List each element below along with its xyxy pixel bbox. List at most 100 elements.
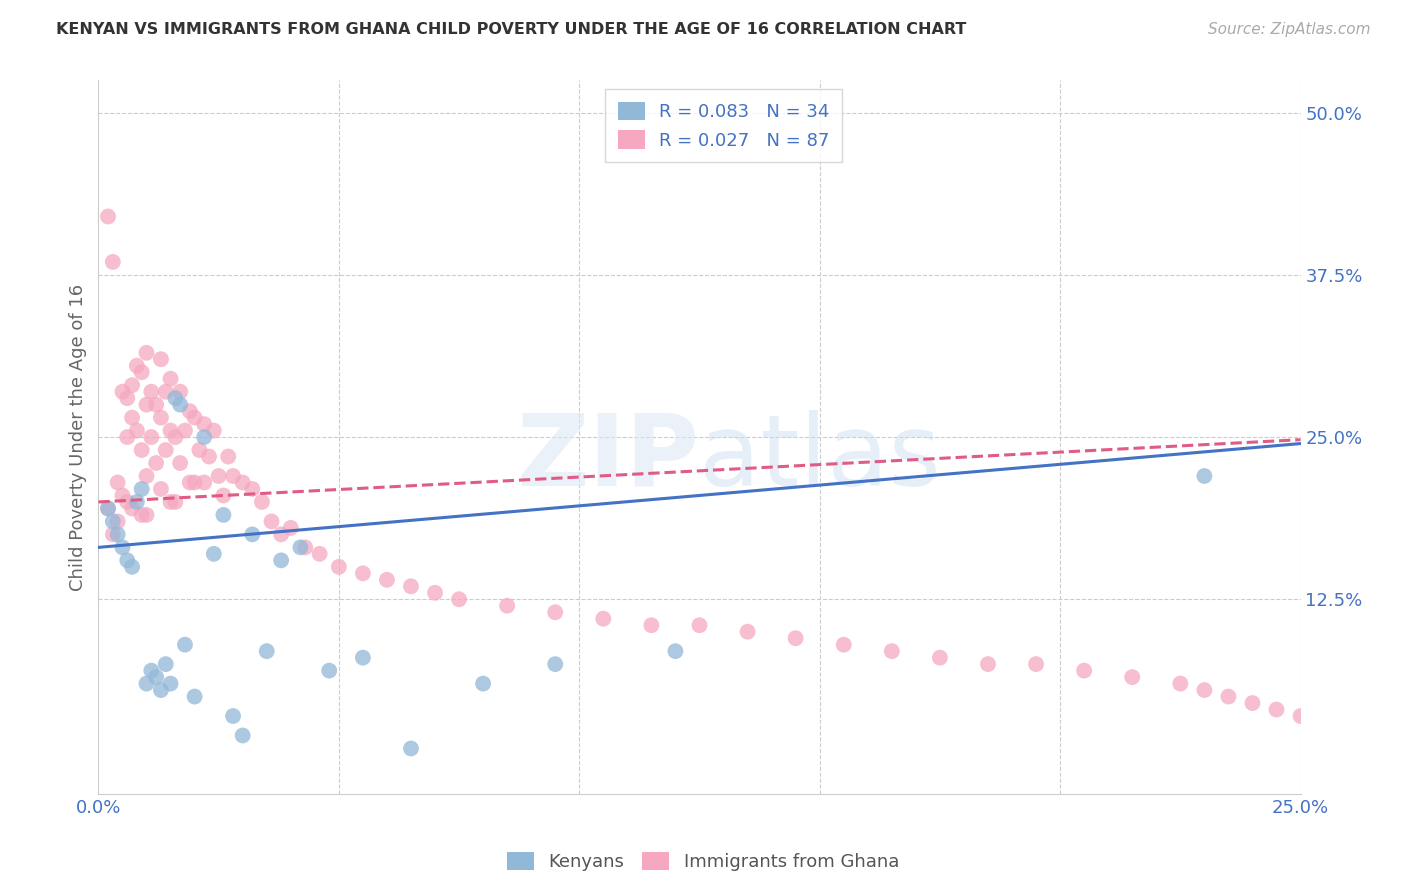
Point [399, 579, 422, 593]
Point [294, 541, 316, 555]
Point [183, 475, 205, 490]
Point [544, 605, 567, 619]
Point [131, 508, 153, 522]
Point [1218, 690, 1240, 704]
Point [664, 644, 686, 658]
Text: atlas: atlas [700, 410, 941, 507]
Point [352, 650, 374, 665]
Point [217, 450, 239, 464]
Point [155, 443, 177, 458]
Point [1170, 676, 1192, 690]
Point [423, 586, 446, 600]
Point [544, 657, 567, 672]
Point [149, 683, 172, 698]
Point [117, 553, 139, 567]
Point [107, 527, 129, 541]
Point [141, 430, 163, 444]
Point [165, 391, 187, 405]
Point [232, 475, 254, 490]
Point [183, 410, 205, 425]
Point [1194, 469, 1216, 483]
Point [149, 410, 172, 425]
Point [125, 495, 148, 509]
Point [111, 488, 134, 502]
Point [250, 495, 273, 509]
Point [352, 566, 374, 581]
Point [149, 482, 172, 496]
Point [198, 450, 221, 464]
Point [202, 547, 225, 561]
Point [1265, 702, 1288, 716]
Point [240, 482, 263, 496]
Point [328, 559, 350, 574]
Point [222, 709, 245, 723]
Point [121, 410, 143, 425]
Point [208, 469, 231, 483]
Point [97, 501, 120, 516]
Point [832, 638, 855, 652]
Point [107, 515, 129, 529]
Point [97, 210, 120, 224]
Point [169, 398, 191, 412]
Point [111, 541, 134, 555]
Point [193, 417, 215, 431]
Point [159, 676, 181, 690]
Point [101, 255, 124, 269]
Text: Source: ZipAtlas.com: Source: ZipAtlas.com [1208, 22, 1371, 37]
Point [155, 657, 177, 672]
Point [193, 475, 215, 490]
Point [117, 391, 139, 405]
Legend: R = 0.083   N = 34, R = 0.027   N = 87: R = 0.083 N = 34, R = 0.027 N = 87 [605, 89, 842, 162]
Point [169, 384, 191, 399]
Point [256, 644, 278, 658]
Point [159, 424, 181, 438]
Point [121, 501, 143, 516]
Point [179, 475, 201, 490]
Point [270, 527, 292, 541]
Point [179, 404, 201, 418]
Point [496, 599, 519, 613]
Point [290, 541, 312, 555]
Point [472, 676, 495, 690]
Point [222, 469, 245, 483]
Point [135, 398, 157, 412]
Point [1121, 670, 1143, 684]
Point [135, 469, 157, 483]
Point [169, 456, 191, 470]
Point [125, 359, 148, 373]
Point [399, 741, 422, 756]
Text: ZIP: ZIP [516, 410, 700, 507]
Point [145, 398, 167, 412]
Point [447, 592, 470, 607]
Point [165, 495, 187, 509]
Legend: Kenyans, Immigrants from Ghana: Kenyans, Immigrants from Ghana [499, 845, 907, 879]
Point [1194, 683, 1216, 698]
Point [135, 676, 157, 690]
Point [212, 508, 235, 522]
Point [308, 547, 330, 561]
Point [135, 345, 157, 359]
Point [141, 384, 163, 399]
Point [1289, 709, 1312, 723]
Point [318, 664, 340, 678]
Y-axis label: Child Poverty Under the Age of 16: Child Poverty Under the Age of 16 [69, 284, 87, 591]
Point [928, 650, 950, 665]
Point [135, 508, 157, 522]
Point [149, 352, 172, 367]
Point [174, 638, 197, 652]
Point [107, 475, 129, 490]
Point [155, 384, 177, 399]
Point [125, 424, 148, 438]
Point [1241, 696, 1264, 710]
Point [101, 515, 124, 529]
Point [183, 690, 205, 704]
Point [131, 443, 153, 458]
Point [174, 424, 197, 438]
Point [212, 488, 235, 502]
Point [141, 664, 163, 678]
Point [785, 631, 807, 645]
Point [131, 482, 153, 496]
Point [193, 430, 215, 444]
Point [121, 378, 143, 392]
Point [121, 559, 143, 574]
